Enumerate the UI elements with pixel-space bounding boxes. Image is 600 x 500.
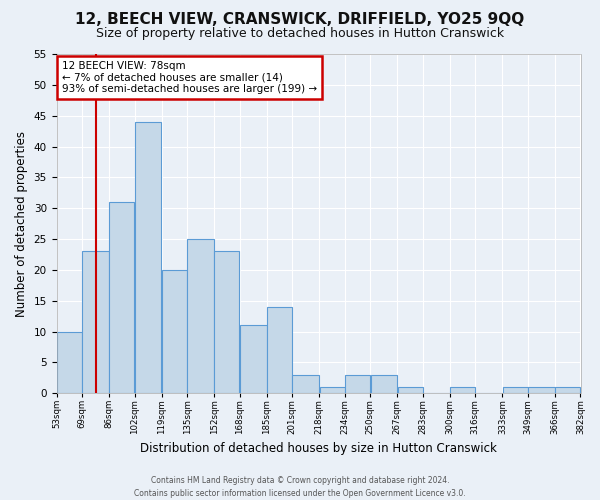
Bar — [503, 387, 528, 393]
Bar — [292, 374, 319, 393]
Bar — [555, 387, 580, 393]
Bar — [214, 252, 239, 393]
X-axis label: Distribution of detached houses by size in Hutton Cranswick: Distribution of detached houses by size … — [140, 442, 497, 455]
Bar — [162, 270, 187, 393]
Bar — [187, 239, 214, 393]
Text: 12, BEECH VIEW, CRANSWICK, DRIFFIELD, YO25 9QQ: 12, BEECH VIEW, CRANSWICK, DRIFFIELD, YO… — [76, 12, 524, 28]
Bar — [528, 387, 555, 393]
Text: Size of property relative to detached houses in Hutton Cranswick: Size of property relative to detached ho… — [96, 28, 504, 40]
Bar — [345, 374, 370, 393]
Bar — [57, 332, 82, 393]
Bar — [267, 307, 292, 393]
Text: 12 BEECH VIEW: 78sqm
← 7% of detached houses are smaller (14)
93% of semi-detach: 12 BEECH VIEW: 78sqm ← 7% of detached ho… — [62, 61, 317, 94]
Bar — [320, 387, 344, 393]
Y-axis label: Number of detached properties: Number of detached properties — [15, 130, 28, 316]
Bar — [371, 374, 397, 393]
Bar — [109, 202, 134, 393]
Bar — [398, 387, 422, 393]
Bar — [450, 387, 475, 393]
Bar — [82, 252, 109, 393]
Bar — [240, 326, 266, 393]
Text: Contains HM Land Registry data © Crown copyright and database right 2024.
Contai: Contains HM Land Registry data © Crown c… — [134, 476, 466, 498]
Bar — [135, 122, 161, 393]
